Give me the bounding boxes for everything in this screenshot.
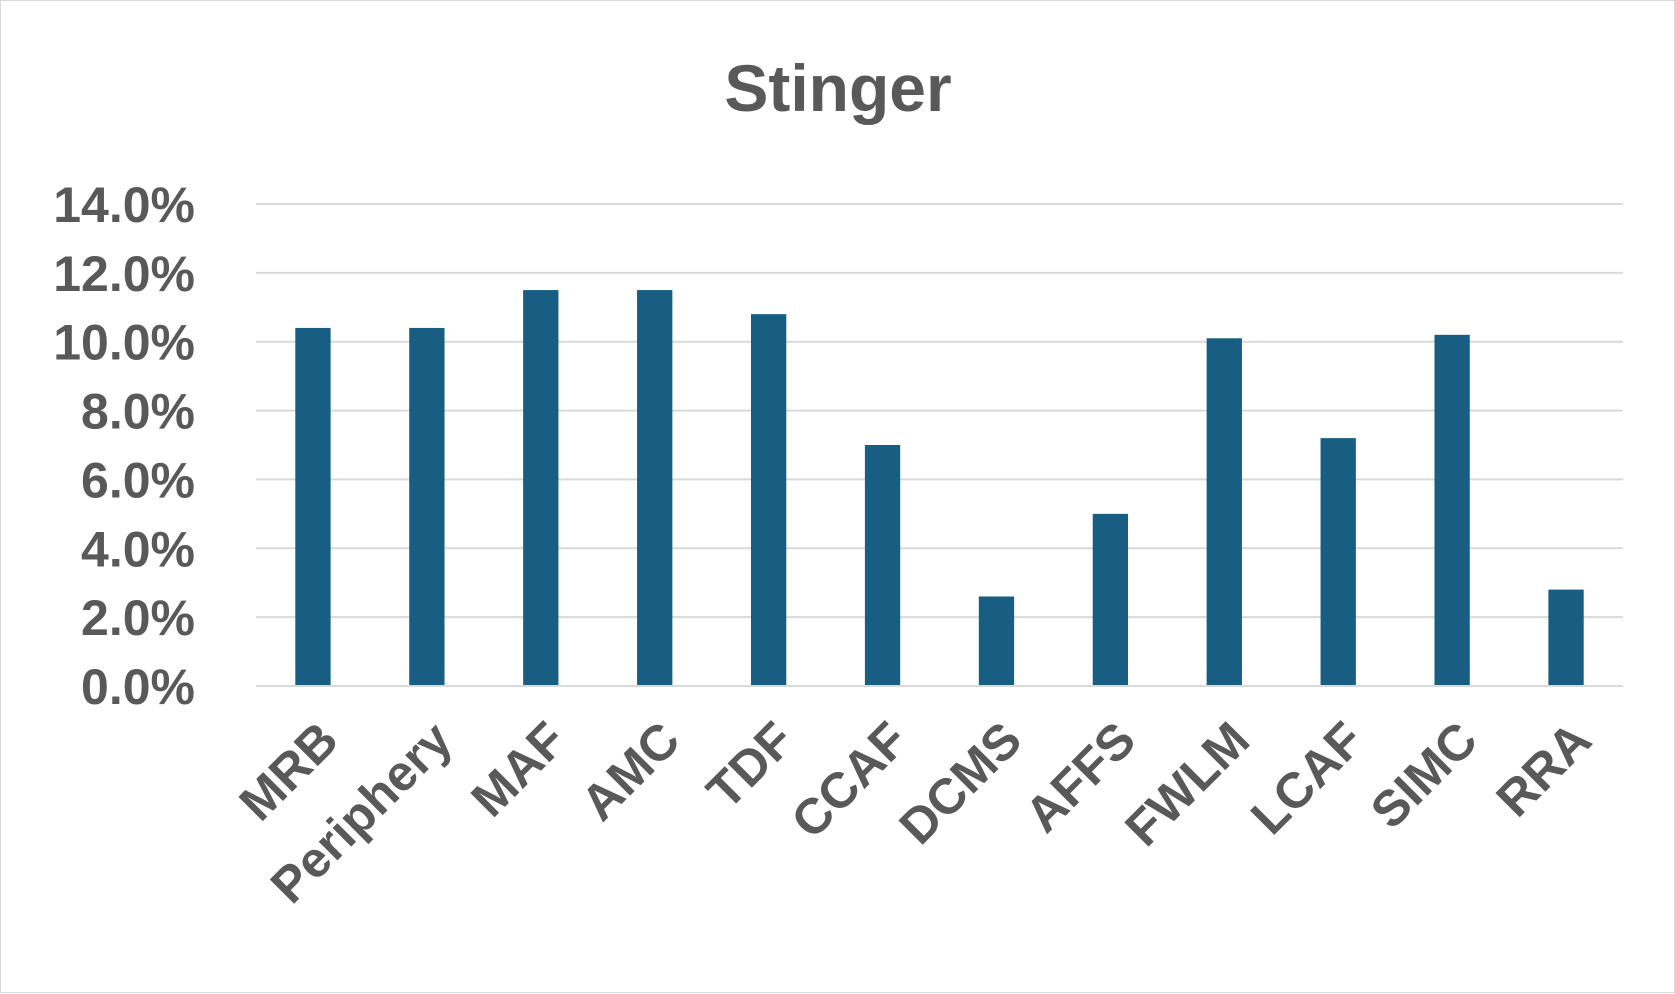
x-tick-label: MAF <box>460 711 576 827</box>
x-tick-label: FWLM <box>1114 711 1260 857</box>
y-tick-label: 14.0% <box>53 177 195 233</box>
y-tick-label: 12.0% <box>53 246 195 302</box>
bar-amc <box>637 290 673 686</box>
y-tick-label: 8.0% <box>81 384 195 440</box>
bar-ccaf <box>864 445 901 686</box>
bar-maf <box>523 290 559 686</box>
bar-mrb <box>295 327 331 686</box>
bar-fwlm <box>1206 338 1242 686</box>
y-tick-label: 0.0% <box>81 659 195 715</box>
bar-dcms <box>978 596 1015 686</box>
bar-tdf <box>750 314 787 686</box>
x-tick-label: SIMC <box>1360 711 1488 839</box>
y-tick-label: 4.0% <box>81 521 195 577</box>
x-tick-label: LCAF <box>1240 711 1374 845</box>
y-tick-label: 10.0% <box>53 315 195 371</box>
x-tick-label: DCMS <box>889 711 1033 855</box>
y-tick-label: 6.0% <box>81 452 195 508</box>
chart-title: Stinger <box>724 51 951 125</box>
bar-rra <box>1548 589 1584 686</box>
x-tick-label: RRA <box>1486 711 1602 827</box>
y-axis-ticks: 0.0% 2.0% 4.0% 6.0% 8.0% 10.0% 12.0% 14.0% <box>53 177 195 715</box>
bar-affs <box>1092 513 1129 686</box>
bar-periphery <box>409 327 445 686</box>
bars <box>256 290 1623 687</box>
gridlines <box>256 203 1623 687</box>
x-tick-label: CCAF <box>781 711 919 849</box>
bar-simc <box>1434 334 1470 686</box>
y-tick-label: 2.0% <box>81 590 195 646</box>
bar-lcaf <box>1320 438 1356 686</box>
x-tick-label: AMC <box>570 711 690 831</box>
